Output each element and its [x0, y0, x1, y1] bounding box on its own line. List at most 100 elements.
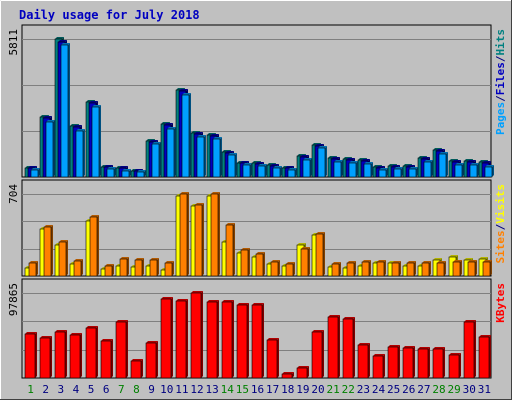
- bar-visits-sites-day-21: [331, 262, 341, 277]
- bar-top: [470, 163, 479, 165]
- bar-face: [179, 193, 188, 277]
- bar-face: [408, 168, 417, 178]
- bar-visits-sites-day-2: [43, 225, 53, 277]
- bar-side: [293, 262, 295, 276]
- bar-face: [255, 253, 264, 277]
- bar-side: [141, 359, 143, 378]
- bar-kbytes-kbytes-day-24: [372, 354, 385, 379]
- bar-hits-pages-day-6: [106, 167, 116, 178]
- x-tick-label-day-11: 11: [175, 383, 188, 396]
- bar-face: [54, 331, 66, 379]
- legend-entry: Sites: [494, 230, 507, 263]
- bar-top: [28, 166, 37, 168]
- bar-top: [40, 336, 52, 338]
- bar-face: [73, 260, 82, 277]
- bar-face: [175, 300, 187, 379]
- bar-face: [348, 162, 357, 178]
- bar-hits-pages-day-31: [484, 165, 494, 178]
- bar-top: [300, 155, 309, 157]
- bar-side: [81, 259, 83, 276]
- bar-side: [444, 261, 446, 276]
- bar-side: [99, 105, 101, 177]
- x-tick-label-day-29: 29: [448, 383, 461, 396]
- chart-panels: 5811Pages/Files/Hits704Sites/Visits97865…: [7, 24, 507, 379]
- x-tick-label-day-2: 2: [42, 383, 49, 396]
- x-tick-label-day-16: 16: [251, 383, 264, 396]
- bar-side: [159, 142, 161, 177]
- bar-side: [341, 160, 343, 177]
- bar-side: [126, 320, 128, 378]
- bar-side: [172, 261, 174, 276]
- bar-top: [105, 264, 114, 266]
- bar-top: [452, 160, 461, 162]
- bar-top: [267, 338, 279, 340]
- bar-face: [363, 163, 372, 178]
- y-axis-max-label: 5811: [7, 29, 20, 56]
- bar-top: [464, 320, 476, 322]
- bar-kbytes-kbytes-day-9: [145, 341, 158, 379]
- bar-side: [156, 341, 158, 378]
- bar-top: [131, 359, 143, 361]
- bar-side: [280, 166, 282, 177]
- bar-hits-pages-day-9: [151, 142, 161, 178]
- bar-kbytes-kbytes-day-20: [311, 330, 324, 379]
- x-tick-label-day-24: 24: [372, 383, 386, 396]
- legend-entry: Files: [494, 62, 507, 95]
- bar-top: [101, 339, 113, 341]
- legend-entry: /: [494, 95, 507, 102]
- bar-side: [83, 129, 85, 177]
- bar-top: [271, 260, 280, 262]
- bar-top: [479, 257, 488, 259]
- legend-entry: /: [494, 223, 507, 230]
- bar-face: [145, 342, 157, 379]
- bar-side: [354, 261, 356, 276]
- bar-top: [152, 142, 161, 144]
- bar-side: [202, 203, 204, 276]
- bar-side: [307, 366, 309, 378]
- bar-side: [186, 299, 188, 378]
- bar-top: [195, 203, 204, 205]
- bar-top: [449, 353, 461, 355]
- bar-side: [65, 330, 67, 378]
- x-tick-label-day-15: 15: [236, 383, 249, 396]
- bar-face: [164, 262, 173, 277]
- bar-face: [225, 224, 234, 277]
- bar-visits-sites-day-7: [119, 257, 129, 277]
- bar-hits-pages-day-5: [91, 105, 101, 178]
- bar-top: [421, 157, 430, 159]
- bar-side: [429, 261, 431, 276]
- bar-side: [112, 264, 114, 276]
- bar-visits-sites-day-9: [149, 258, 159, 277]
- x-tick-label-day-20: 20: [311, 383, 324, 396]
- bar-side: [80, 333, 82, 378]
- bar-top: [70, 333, 82, 335]
- bar-visits-sites-day-4: [73, 259, 83, 277]
- bar-face: [387, 346, 399, 379]
- bar-face: [469, 164, 478, 178]
- bar-top: [391, 165, 400, 167]
- bar-hits-pages-day-18: [287, 168, 297, 178]
- bar-face: [402, 347, 414, 379]
- bar-top: [312, 330, 324, 332]
- bar-top: [455, 163, 464, 165]
- bar-top: [73, 125, 82, 127]
- bar-hits-pages-day-1: [30, 168, 40, 178]
- bar-kbytes-kbytes-day-15: [236, 303, 249, 379]
- bar-top: [241, 248, 250, 250]
- bar-top: [361, 159, 370, 161]
- bar-top: [149, 140, 158, 142]
- bar-top: [453, 260, 462, 262]
- bar-top: [256, 252, 265, 254]
- bar-top: [449, 255, 458, 257]
- bar-hits-pages-day-7: [121, 169, 131, 178]
- bar-side: [142, 258, 144, 276]
- bar-top: [409, 167, 418, 169]
- bar-side: [220, 137, 222, 177]
- bar-side: [187, 192, 189, 276]
- x-tick-label-day-17: 17: [266, 383, 279, 396]
- bar-top: [436, 149, 445, 151]
- bar-visits-sites-day-11: [179, 192, 189, 277]
- bar-top: [318, 146, 327, 148]
- bar-face: [39, 337, 51, 379]
- bar-face: [196, 136, 205, 178]
